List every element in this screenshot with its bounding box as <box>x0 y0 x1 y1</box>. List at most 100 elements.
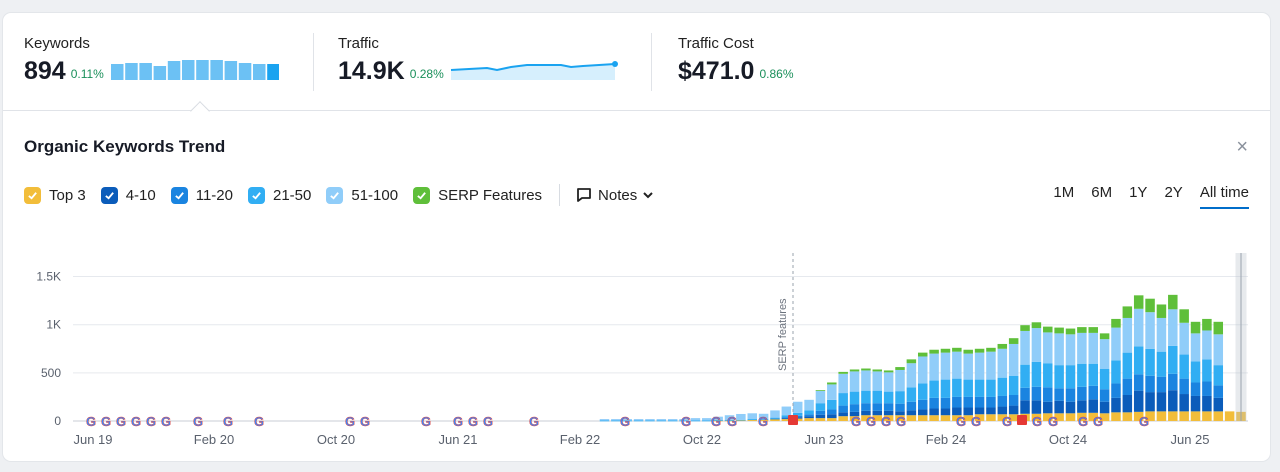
bar-segment[interactable] <box>1008 394 1019 406</box>
bar-segment[interactable] <box>1065 328 1076 335</box>
google-g-icon[interactable]: G <box>1139 414 1150 429</box>
google-g-icon[interactable]: G <box>86 414 97 429</box>
bar-segment[interactable] <box>1043 387 1053 402</box>
bar-segment[interactable] <box>792 401 803 413</box>
bar-segment[interactable] <box>906 415 917 421</box>
bar-segment[interactable] <box>1213 365 1224 386</box>
bar-segment[interactable] <box>827 409 837 415</box>
bar-segment[interactable] <box>929 349 939 354</box>
bar-segment[interactable] <box>940 352 951 380</box>
bar-segment[interactable] <box>599 419 610 421</box>
google-g-icon[interactable]: G <box>360 414 371 429</box>
bar-segment[interactable] <box>599 420 610 422</box>
bar-segment[interactable] <box>1088 332 1098 364</box>
bar-segment[interactable] <box>1043 401 1053 414</box>
bar-segment[interactable] <box>645 419 655 421</box>
checkbox-icon[interactable] <box>24 186 41 204</box>
legend-top3[interactable]: Top 3 <box>24 186 86 204</box>
bar-segment[interactable] <box>815 418 826 421</box>
bar-segment[interactable] <box>1156 304 1167 318</box>
bar-segment[interactable] <box>895 367 905 370</box>
period-1m[interactable]: 1M <box>1053 184 1075 201</box>
bar-segment[interactable] <box>611 419 621 421</box>
google-g-icon[interactable]: G <box>421 414 432 429</box>
bar-segment[interactable] <box>963 349 973 354</box>
bar-segment[interactable] <box>861 403 871 411</box>
bar-segment[interactable] <box>781 418 792 420</box>
bar-segment[interactable] <box>827 384 837 400</box>
bar-segment[interactable] <box>1077 400 1087 413</box>
bar-segment[interactable] <box>622 420 632 422</box>
bar-segment[interactable] <box>815 390 826 391</box>
bar-segment[interactable] <box>667 420 678 422</box>
bar-segment[interactable] <box>1088 399 1098 413</box>
bar-segment[interactable] <box>963 415 973 421</box>
bar-segment[interactable] <box>1168 411 1178 421</box>
bar-segment[interactable] <box>872 369 883 372</box>
bar-segment[interactable] <box>1088 412 1098 421</box>
bar-segment[interactable] <box>1190 361 1201 383</box>
bar-segment[interactable] <box>1179 394 1189 412</box>
google-g-icon[interactable]: G <box>453 414 464 429</box>
google-g-icon[interactable]: G <box>851 414 862 429</box>
bar-segment[interactable] <box>838 373 848 394</box>
bar-segment[interactable] <box>963 407 973 416</box>
bar-segment[interactable] <box>1054 327 1064 334</box>
bar-segment[interactable] <box>1111 318 1121 328</box>
period-6m[interactable]: 6M <box>1091 184 1113 201</box>
bar-segment[interactable] <box>736 413 746 420</box>
bar-segment[interactable] <box>1065 365 1076 389</box>
google-g-icon[interactable]: G <box>1093 414 1104 429</box>
bar-segment[interactable] <box>986 407 996 415</box>
bar-segment[interactable] <box>917 352 928 357</box>
bar-segment[interactable] <box>1133 308 1144 347</box>
checkbox-icon[interactable] <box>413 186 431 204</box>
google-g-icon[interactable]: G <box>896 414 907 429</box>
bar-segment[interactable] <box>1077 332 1087 364</box>
google-g-icon[interactable]: G <box>1002 414 1013 429</box>
note-flag-icon[interactable] <box>788 415 798 425</box>
bar-segment[interactable] <box>1088 327 1098 333</box>
google-g-icon[interactable]: G <box>881 414 892 429</box>
bar-segment[interactable] <box>974 414 985 421</box>
bar-segment[interactable] <box>1156 376 1167 393</box>
bar-segment[interactable] <box>883 391 894 404</box>
bar-segment[interactable] <box>1008 414 1019 421</box>
bar-segment[interactable] <box>1156 392 1167 412</box>
bar-segment[interactable] <box>1190 321 1201 334</box>
bar-segment[interactable] <box>986 351 996 380</box>
notes-dropdown[interactable]: Notes <box>576 187 653 204</box>
bar-segment[interactable] <box>1008 343 1019 376</box>
bar-segment[interactable] <box>963 353 973 380</box>
bar-segment[interactable] <box>1202 381 1212 396</box>
bar-segment[interactable] <box>1122 412 1133 421</box>
bar-segment[interactable] <box>849 404 860 412</box>
bar-segment[interactable] <box>1077 412 1087 421</box>
bar-segment[interactable] <box>917 383 928 400</box>
bar-segment[interactable] <box>1179 354 1189 379</box>
bar-segment[interactable] <box>872 410 883 416</box>
bar-segment[interactable] <box>986 379 996 397</box>
bar-segment[interactable] <box>1020 400 1030 414</box>
bar-segment[interactable] <box>1031 328 1042 362</box>
bar-segment[interactable] <box>1122 306 1133 318</box>
bar-segment[interactable] <box>747 413 757 420</box>
google-g-icon[interactable]: G <box>254 414 265 429</box>
bar-segment[interactable] <box>974 407 985 415</box>
bar-segment[interactable] <box>1065 388 1076 402</box>
bar-segment[interactable] <box>804 416 814 419</box>
bar-segment[interactable] <box>1213 321 1224 335</box>
bar-segment[interactable] <box>1190 382 1201 396</box>
bar-segment[interactable] <box>804 414 814 417</box>
bar-segment[interactable] <box>861 390 871 404</box>
bar-segment[interactable] <box>1020 325 1030 331</box>
bar-segment[interactable] <box>883 372 894 392</box>
legend-11-20[interactable]: 11-20 <box>170 186 233 204</box>
bar-segment[interactable] <box>1156 317 1167 352</box>
bar-segment[interactable] <box>1054 365 1064 389</box>
google-g-icon[interactable]: G <box>193 414 204 429</box>
bar-segment[interactable] <box>997 406 1008 415</box>
bar-segment[interactable] <box>1077 363 1087 387</box>
bar-segment[interactable] <box>724 415 735 421</box>
bar-segment[interactable] <box>1156 411 1167 421</box>
